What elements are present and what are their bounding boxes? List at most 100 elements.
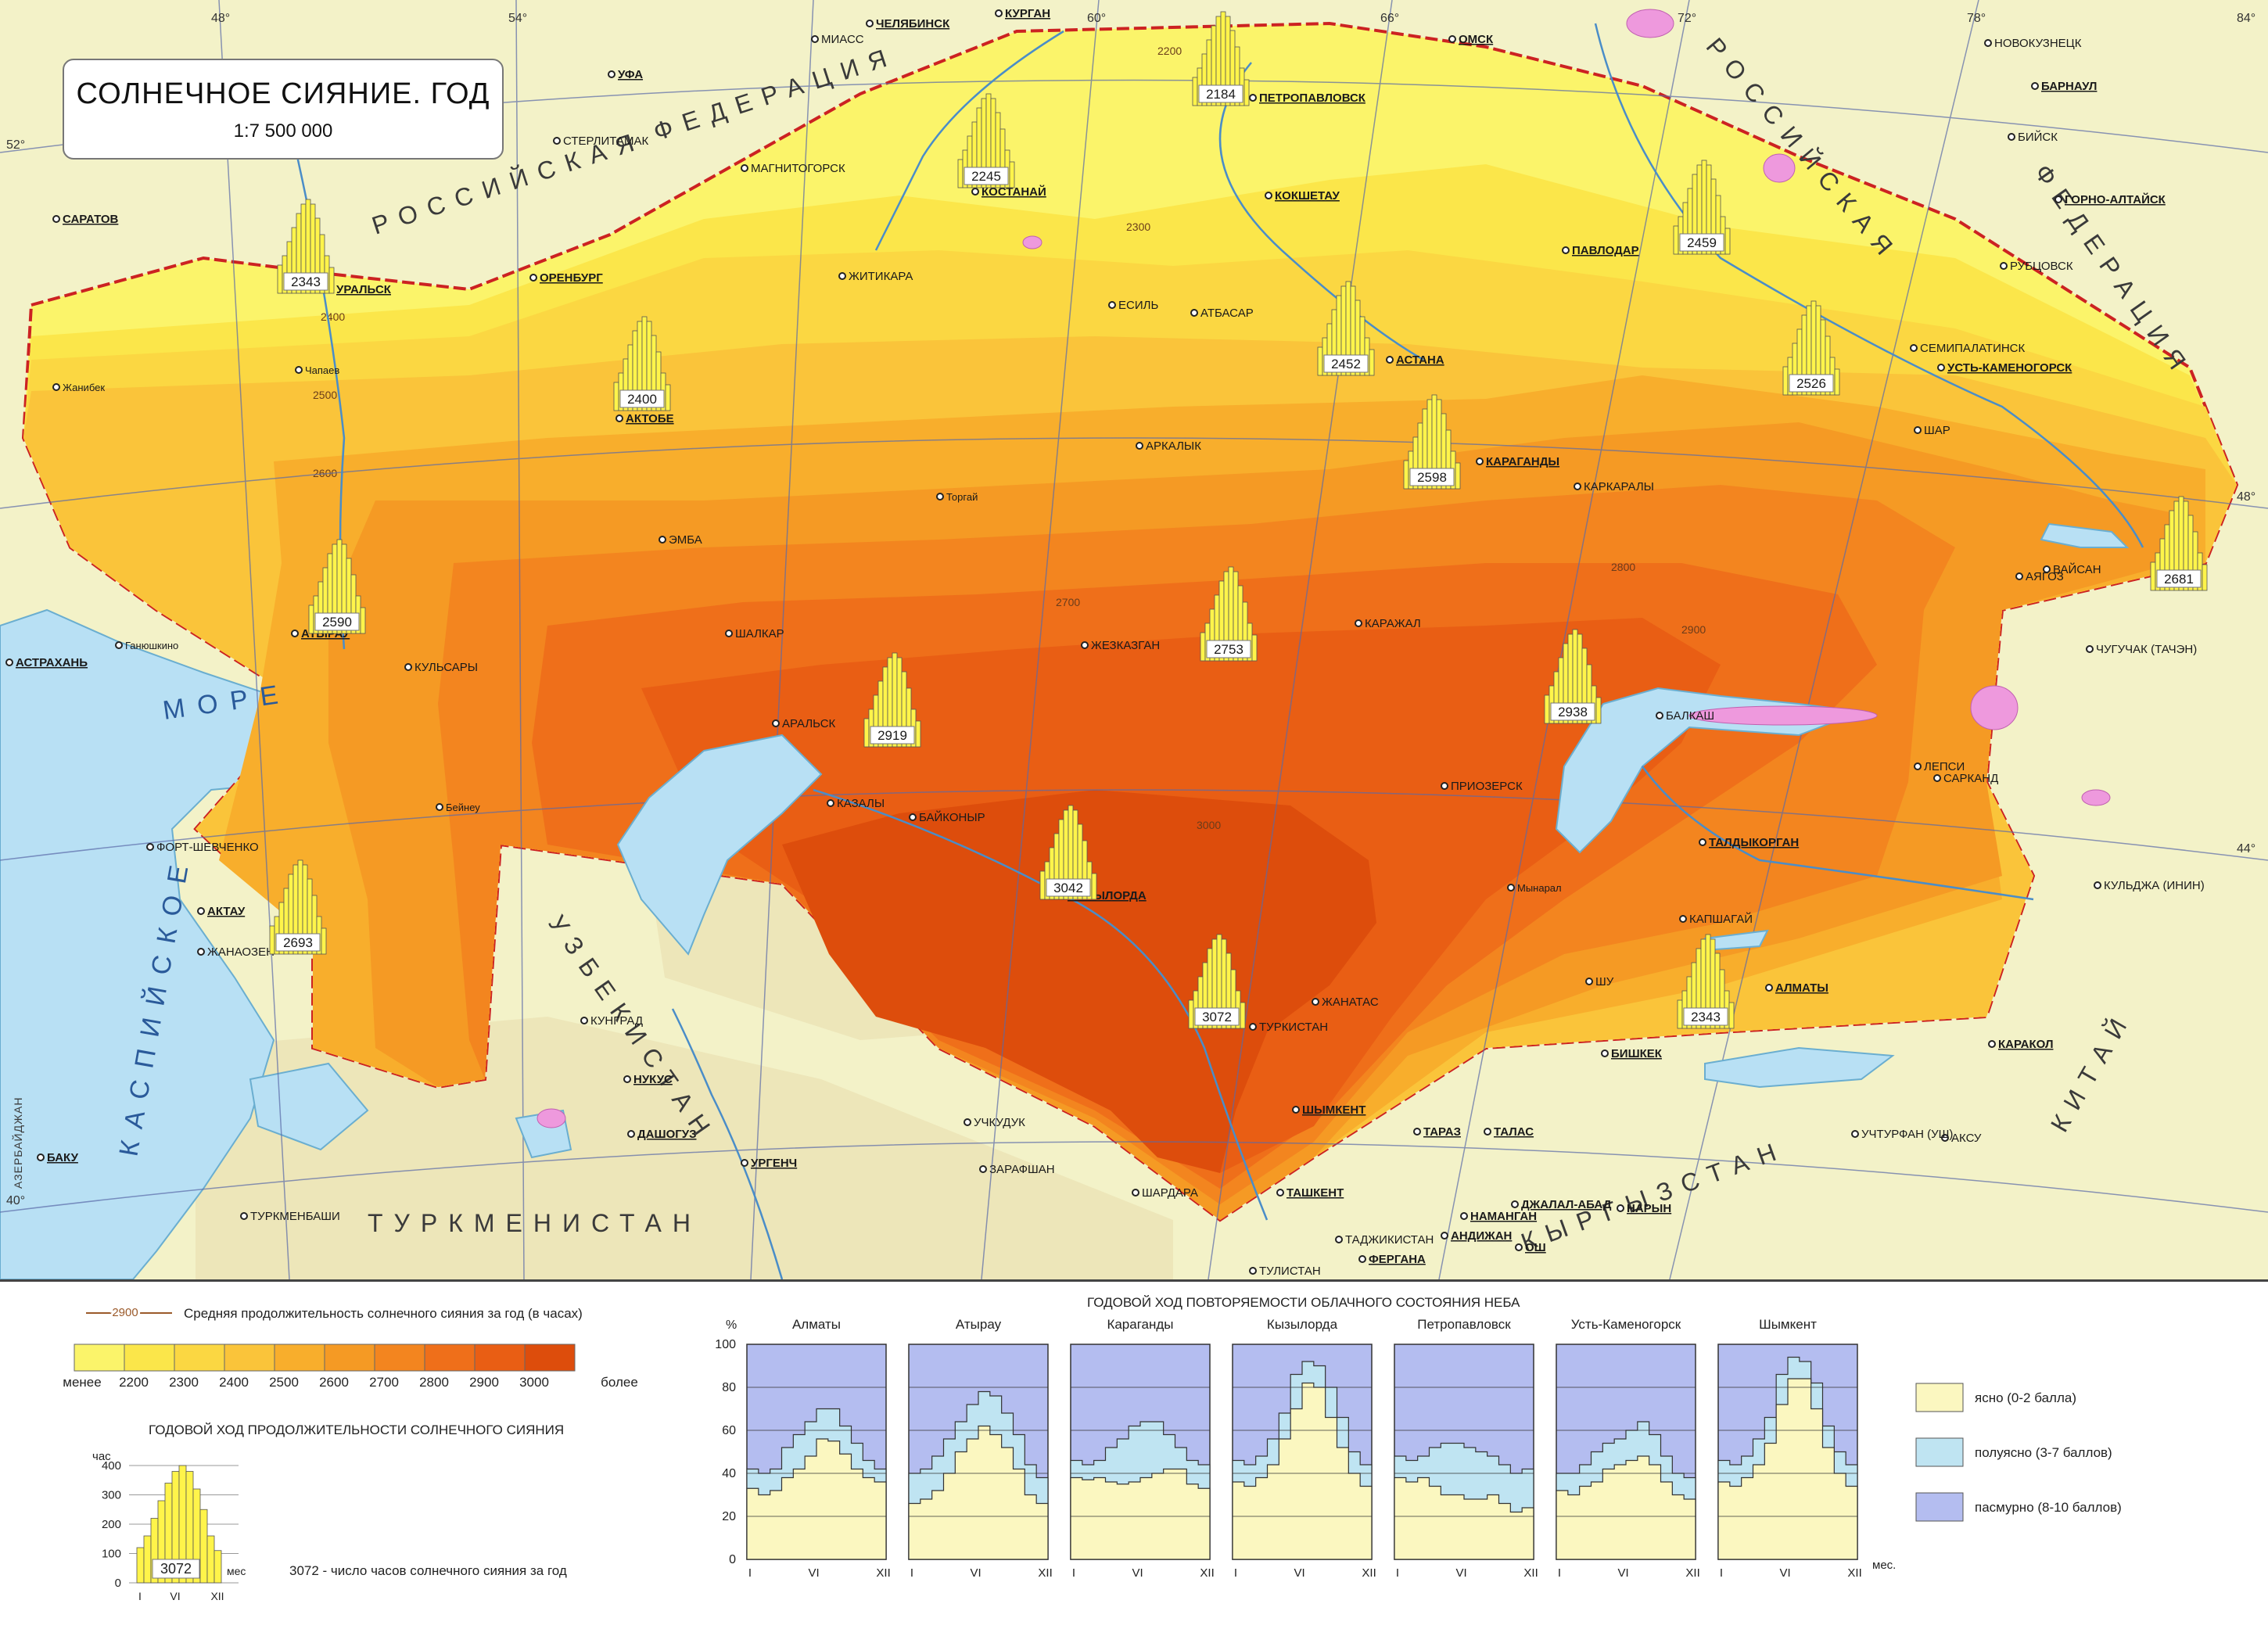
city-marker <box>1355 619 1362 627</box>
city: САРКАНД <box>1933 772 1998 785</box>
city-marker <box>1910 344 1918 352</box>
city-label: КАРАКОЛ <box>1998 1038 2053 1051</box>
city: ФЕРГАНА <box>1358 1253 1426 1266</box>
station-value-box <box>283 272 328 291</box>
city-label: НОВОКУЗНЕЦК <box>1994 37 2082 50</box>
city-label: НУКУС <box>633 1073 673 1086</box>
city-marker <box>627 1130 635 1138</box>
city-label: АКТАУ <box>207 905 246 918</box>
cloud-station-name: Петропавловск <box>1417 1317 1511 1332</box>
histogram-bar <box>360 607 366 634</box>
city: КУРГАН <box>995 7 1050 20</box>
city: ОШ <box>1515 1241 1546 1254</box>
city-label: ЧЕЛЯБИНСК <box>876 17 950 30</box>
histogram-bar <box>1188 999 1194 1029</box>
city-label: САРАТОВ <box>63 213 119 226</box>
cloud-title: ГОДОВОЙ ХОД ПОВТОРЯЕМОСТИ ОБЛАЧНОГО СОСТ… <box>1087 1295 1520 1310</box>
station-histogram: 2693 <box>269 859 327 955</box>
country-label: ТУРКМЕНИСТАН <box>368 1209 702 1237</box>
clear-area <box>1394 1476 1534 1560</box>
city-marker <box>2043 565 2051 573</box>
city-marker <box>1617 1204 1624 1212</box>
city: ШАЛКАР <box>725 627 784 640</box>
annual-month-label: I <box>138 1590 142 1602</box>
river-irtysh <box>1594 23 2144 548</box>
histogram-bar <box>1724 228 1731 255</box>
station-value-box <box>964 167 1009 185</box>
cloud-month-label: XII <box>1362 1566 1376 1580</box>
city-marker <box>1249 94 1257 102</box>
city-label: ШЫМКЕНТ <box>1302 1103 1365 1117</box>
station-histogram: 3042 <box>1039 805 1097 900</box>
cloud-month-label: I <box>1558 1566 1561 1580</box>
city-marker <box>146 843 154 851</box>
color-scale-label: 2400 <box>219 1375 249 1390</box>
cloud-legend-label: ясно (0-2 балла) <box>1975 1390 2076 1405</box>
city: БИШКЕК <box>1601 1047 1663 1060</box>
city-label: УСТЬ-КАМЕНОГОРСК <box>1947 361 2072 375</box>
station-histogram: 2598 <box>1403 394 1461 490</box>
city-label: ЖАНАТАС <box>1322 996 1379 1009</box>
city: БАРНАУЛ <box>2031 80 2097 93</box>
station-value: 3042 <box>1053 881 1083 895</box>
city-label: ОРЕНБУРГ <box>540 271 603 285</box>
svg-text:2600: 2600 <box>313 467 337 479</box>
histogram-bar <box>1673 225 1679 255</box>
city-marker <box>1081 641 1089 649</box>
city-marker <box>725 630 733 637</box>
cloud-station-name: Шымкент <box>1759 1317 1817 1332</box>
city-marker <box>1312 998 1319 1006</box>
city-marker <box>2015 572 2023 580</box>
map-canvas: 2200 2300 2400 2500 2600 2700 2800 2900 … <box>0 0 2268 1279</box>
city-label: МАГНИТОГОРСК <box>751 162 845 175</box>
city-marker <box>1265 192 1272 199</box>
city-marker <box>1460 1212 1468 1220</box>
city: ЧЕЛЯБИНСК <box>866 17 950 30</box>
histogram-bar <box>915 720 921 748</box>
color-scale-swatch <box>124 1344 175 1372</box>
histogram-bar <box>1200 632 1206 662</box>
histogram-bar <box>1544 694 1550 724</box>
color-scale-swatch <box>174 1344 225 1372</box>
histogram-bar <box>1728 1002 1735 1029</box>
city-marker <box>197 907 205 915</box>
city: АНДИЖАН <box>1441 1229 1512 1243</box>
city: КАРКАРАЛЫ <box>1574 480 1654 493</box>
longitude-label: 66° <box>1380 12 1399 25</box>
city-label: РУБЦОВСК <box>2010 260 2073 273</box>
svg-text:2900: 2900 <box>1681 623 1706 636</box>
city-label: АСТРАХАНЬ <box>16 656 88 669</box>
city-label: УРГЕНЧ <box>751 1157 797 1170</box>
city-marker <box>240 1212 248 1220</box>
annual-bar <box>136 1547 145 1584</box>
city-label: БИШКЕК <box>1611 1047 1663 1060</box>
cloud-chart-station: Караганды I VI XII <box>1070 1317 1215 1580</box>
city: ОРЕНБУРГ <box>529 271 603 285</box>
city: ТАЛАС <box>1484 1125 1534 1139</box>
city: КОСТАНАЙ <box>971 185 1046 199</box>
city-label: ТАШКЕНТ <box>1287 1186 1344 1200</box>
city: ЖАНАОЗЕН <box>197 945 275 959</box>
station-value-box <box>1683 1007 1728 1026</box>
cloud-month-label: XII <box>1847 1566 1861 1580</box>
city-marker <box>838 272 846 280</box>
city-marker <box>1132 1189 1139 1197</box>
city-label: ШАР <box>1924 424 1950 437</box>
city-marker <box>580 1017 588 1024</box>
color-scale-swatch <box>424 1344 475 1372</box>
histogram-bar <box>1369 349 1375 376</box>
city-label: ТУРКМЕНБАШИ <box>250 1210 340 1223</box>
station-histogram: 2938 <box>1544 629 1602 724</box>
city-marker <box>1511 1200 1519 1208</box>
city-label: АКСУ <box>1951 1132 1982 1145</box>
annual-month-label: XII <box>210 1590 224 1602</box>
cloud-legend-swatch <box>1915 1437 1964 1467</box>
city-label: ЗАРАФШАН <box>989 1163 1055 1176</box>
city-marker <box>52 215 60 223</box>
station-histogram: 2184 <box>1192 11 1250 106</box>
city: Чапаев <box>295 364 339 376</box>
cloud-station-name: Алматы <box>792 1317 841 1332</box>
city: КАРАКОЛ <box>1988 1038 2053 1051</box>
cloud-station-name: Караганды <box>1107 1317 1173 1332</box>
